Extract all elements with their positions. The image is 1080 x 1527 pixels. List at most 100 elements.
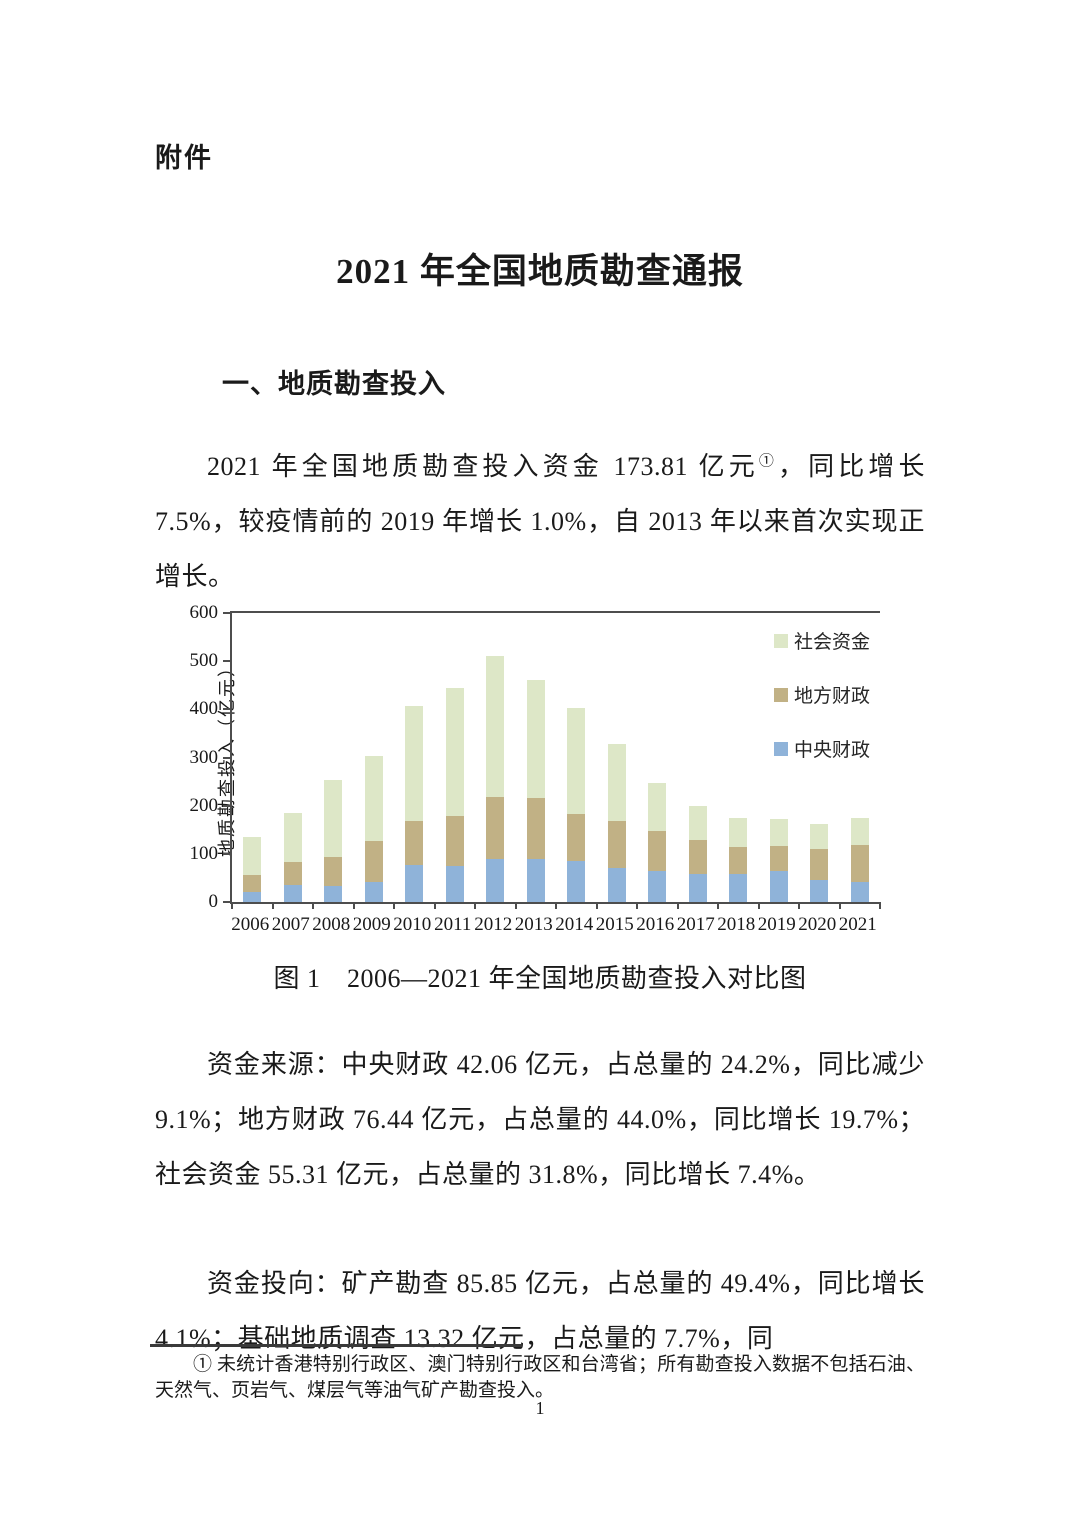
x-tick-label: 2007 [271, 914, 310, 935]
x-tick-label: 2019 [757, 914, 796, 935]
y-tick-label: 100 [189, 842, 219, 864]
bar-segment-中央财政 [648, 871, 667, 902]
bar-segment-社会资金 [648, 782, 667, 832]
x-tick-mark [595, 902, 598, 909]
y-tick-mark [223, 708, 230, 711]
bar-segment-中央财政 [810, 879, 829, 902]
bar-segment-地方财政 [769, 845, 788, 872]
bar-segment-地方财政 [567, 814, 586, 862]
bar-group-2008 [313, 613, 354, 902]
bar-segment-中央财政 [688, 873, 707, 902]
bar-segment-社会资金 [729, 817, 748, 848]
figure-1-chart: 地质勘查投入（亿元） 0 100 200 300 400 500 600 社会资金 地方财政 中央… [178, 596, 908, 946]
bar-group-2012 [475, 613, 516, 902]
legend-label: 中央财政 [794, 740, 871, 761]
bar-segment-社会资金 [526, 680, 545, 799]
y-tick-label: 500 [189, 650, 219, 672]
x-tick-mark [636, 902, 638, 909]
x-tick-label: 2016 [636, 914, 675, 935]
page-title: 2021 年全国地质勘查通报 [336, 252, 744, 291]
x-tick-mark [717, 902, 719, 909]
x-tick-mark [393, 902, 395, 909]
y-tick-mark [223, 756, 230, 759]
section-heading: 一、地质勘查投入 [222, 369, 446, 399]
x-tick-mark [474, 902, 476, 909]
x-tick-label: 2012 [474, 914, 513, 935]
bar-group-2009 [354, 613, 395, 902]
bar-segment-地方财政 [648, 831, 667, 872]
y-tick-mark [223, 852, 230, 855]
x-tick-label: 2008 [312, 914, 351, 935]
y-tick-label: 200 [189, 794, 219, 816]
legend-item-社会资金: 社会资金 [774, 627, 884, 654]
x-tick-mark [838, 902, 841, 909]
bar-segment-社会资金 [324, 780, 343, 857]
y-tick-label: 600 [189, 602, 219, 623]
x-tick-label: 2014 [555, 914, 594, 935]
bar-segment-地方财政 [405, 821, 424, 865]
y-tick-label: 0 [208, 891, 219, 912]
bar-segment-中央财政 [567, 861, 586, 902]
bar-segment-中央财政 [729, 874, 748, 902]
legend-swatch-icon [774, 633, 788, 648]
bar-segment-地方财政 [810, 848, 829, 880]
footnote-divider [150, 1344, 522, 1347]
x-tick-mark [757, 902, 760, 909]
bar-segment-地方财政 [729, 847, 748, 875]
y-tick-mark [223, 612, 230, 614]
x-tick-label: 2017 [676, 914, 715, 935]
bar-group-2019 [759, 613, 800, 902]
bar-segment-社会资金 [486, 656, 505, 797]
bar-segment-社会资金 [364, 756, 383, 842]
bar-segment-地方财政 [486, 797, 505, 859]
attachment-label: 附件 [155, 143, 213, 173]
y-tick-mark [223, 901, 230, 903]
legend-swatch-icon [774, 687, 788, 702]
bar-group-2021 [840, 613, 881, 902]
bar-segment-中央财政 [769, 871, 788, 902]
bar-segment-中央财政 [486, 858, 505, 902]
x-tick-label: 2018 [717, 914, 756, 935]
bar-segment-中央财政 [364, 881, 383, 902]
bar-segment-地方财政 [364, 841, 383, 882]
x-tick-mark [352, 902, 355, 909]
bar-segment-社会资金 [688, 806, 707, 841]
x-tick-label: 2020 [798, 914, 837, 935]
bar-segment-社会资金 [243, 836, 262, 875]
bar-segment-社会资金 [567, 707, 586, 815]
plot-area: 0 100 200 300 400 500 600 社会资金 地方财政 中央财政 [190, 603, 881, 911]
bar-group-2016 [637, 613, 678, 902]
legend-label: 地方财政 [794, 686, 871, 707]
bar-segment-社会资金 [283, 813, 302, 862]
bar-group-2013 [516, 613, 557, 902]
legend-swatch-icon [774, 741, 788, 756]
bar-group-2006 [232, 613, 273, 902]
bar-segment-地方财政 [850, 844, 869, 882]
bar-segment-中央财政 [445, 865, 464, 902]
legend-item-地方财政: 地方财政 [774, 681, 884, 708]
paragraph-funding-sources: 资金来源：中央财政 42.06 亿元，占总量的 24.2%，同比减少 9.1%；… [155, 1050, 925, 1189]
bar-segment-中央财政 [324, 885, 343, 902]
x-tick-label: 2013 [514, 914, 553, 935]
bar-group-2018 [718, 613, 759, 902]
bar-segment-社会资金 [850, 818, 869, 845]
x-tick-mark [676, 902, 679, 909]
x-tick-mark [433, 902, 436, 909]
bar-segment-社会资金 [810, 823, 829, 849]
page-number: 1 [535, 1398, 545, 1418]
bar-segment-社会资金 [445, 687, 464, 816]
bar-segment-中央财政 [243, 892, 262, 902]
y-tick-mark [223, 804, 230, 807]
paragraph-investment-summary: 2021 年全国地质勘查投入资金 173.81 亿元①，同比增长 7.5%，较疫… [155, 439, 925, 604]
bar-segment-地方财政 [283, 861, 302, 886]
footnote-text: ① 未统计香港特别行政区、澳门特别行政区和台湾省；所有勘查投入数据不包括石油、天… [155, 1354, 925, 1401]
x-tick-mark [312, 902, 314, 909]
bar-group-2015 [597, 613, 638, 902]
legend-label: 社会资金 [794, 632, 871, 653]
bar-segment-社会资金 [405, 705, 424, 822]
legend-item-中央财政: 中央财政 [774, 735, 884, 762]
bar-group-2020 [799, 613, 840, 902]
bar-segment-地方财政 [324, 856, 343, 886]
figure-caption: 图 1 2006—2021 年全国地质勘查投入对比图 [273, 964, 807, 993]
bar-segment-社会资金 [769, 818, 788, 846]
